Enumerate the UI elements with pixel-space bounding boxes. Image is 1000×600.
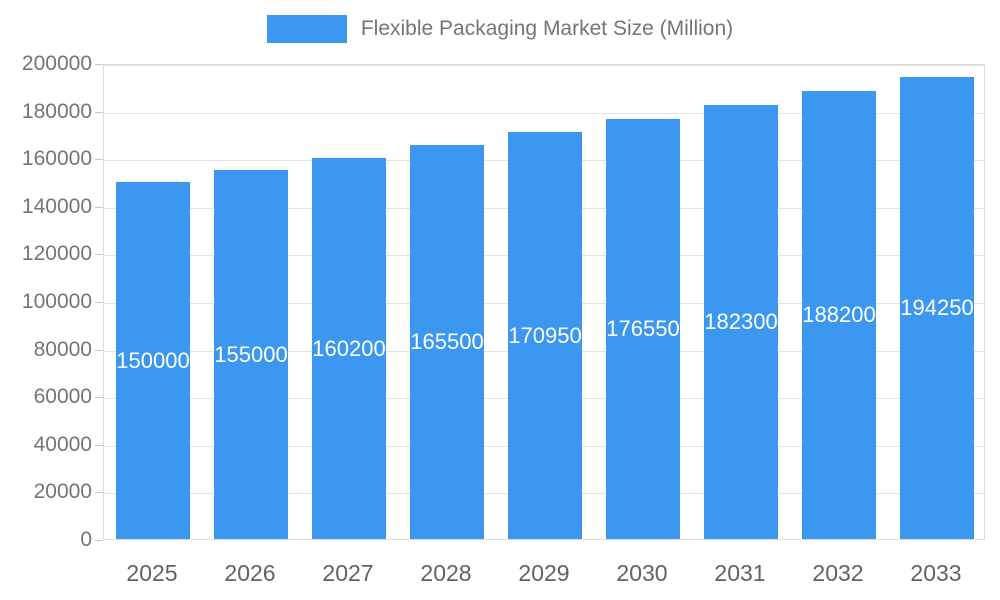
y-tick-mark xyxy=(95,254,103,255)
x-tick-label: 2029 xyxy=(518,560,570,586)
y-tick-label: 0 xyxy=(80,528,92,551)
y-tick-mark xyxy=(95,492,103,493)
bar-value-label: 165500 xyxy=(410,329,484,354)
y-tick-label: 160000 xyxy=(21,147,92,170)
y-tick-label: 120000 xyxy=(21,242,92,265)
y-tick-mark xyxy=(95,302,103,303)
y-tick-label: 40000 xyxy=(33,433,92,456)
bar[interactable]: 194250 xyxy=(900,77,974,539)
bar[interactable]: 150000 xyxy=(116,182,190,539)
x-tick-label: 2028 xyxy=(420,560,472,586)
y-tick-mark xyxy=(95,350,103,351)
x-tick-label: 2025 xyxy=(126,560,178,586)
chart-legend: Flexible Packaging Market Size (Million) xyxy=(0,14,1000,44)
x-tick-label: 2027 xyxy=(322,560,374,586)
bar-value-label: 176550 xyxy=(606,316,680,341)
y-tick-mark xyxy=(95,207,103,208)
gridline xyxy=(104,113,984,114)
x-tick-label: 2026 xyxy=(224,560,276,586)
x-tick-label: 2032 xyxy=(812,560,864,586)
y-tick-label: 100000 xyxy=(21,290,92,313)
bar-value-label: 194250 xyxy=(900,295,974,320)
bar[interactable]: 165500 xyxy=(410,145,484,539)
bar-value-label: 188200 xyxy=(802,302,876,327)
y-tick-mark xyxy=(95,112,103,113)
bar[interactable]: 170950 xyxy=(508,132,582,539)
y-tick-label: 180000 xyxy=(21,100,92,123)
bar[interactable]: 182300 xyxy=(704,105,778,539)
bar[interactable]: 155000 xyxy=(214,170,288,539)
bar-value-label: 155000 xyxy=(214,341,288,367)
x-tick-label: 2030 xyxy=(616,560,668,586)
y-tick-label: 200000 xyxy=(21,52,92,75)
bar[interactable]: 188200 xyxy=(802,91,876,539)
bar[interactable]: 160200 xyxy=(312,158,386,539)
y-tick-mark xyxy=(95,64,103,65)
y-tick-label: 60000 xyxy=(33,385,92,408)
bar-value-label: 150000 xyxy=(116,347,190,373)
bar-value-label: 182300 xyxy=(704,309,778,334)
plot-area: 150000 155000 160200 165500 170950 176550 1823… xyxy=(103,64,985,540)
bar[interactable]: 176550 xyxy=(606,119,680,539)
y-tick-label: 140000 xyxy=(21,195,92,218)
gridline xyxy=(104,65,984,66)
y-tick-mark xyxy=(95,445,103,446)
x-tick-label: 2033 xyxy=(910,560,962,586)
y-tick-label: 80000 xyxy=(33,338,92,361)
y-tick-mark xyxy=(95,397,103,398)
legend-label: Flexible Packaging Market Size (Million) xyxy=(360,17,734,40)
y-tick-mark xyxy=(95,540,103,541)
x-tick-label: 2031 xyxy=(714,560,766,586)
legend-swatch xyxy=(266,15,347,43)
y-tick-mark xyxy=(95,159,103,160)
y-tick-label: 20000 xyxy=(33,480,92,503)
bar-value-label: 160200 xyxy=(312,335,386,361)
bar-value-label: 170950 xyxy=(508,322,582,348)
